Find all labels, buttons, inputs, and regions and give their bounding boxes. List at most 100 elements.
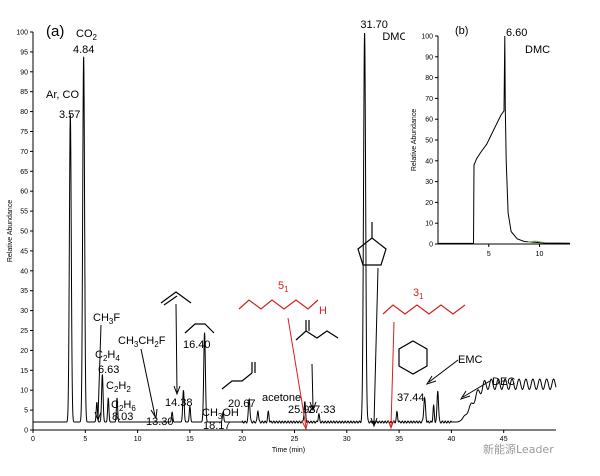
inset-y-tick-label: 80 (425, 75, 433, 82)
dimethyl-ether-structure (184, 323, 215, 334)
x-tick-label: 10 (134, 436, 142, 443)
arrow-acetone (311, 363, 314, 409)
c2h4-sub2: 4 (115, 354, 120, 363)
label-c2h6: C2H6 (111, 399, 136, 413)
inset-axes: 0 10 20 30 40 50 60 70 80 90 100 5 10 Relative Abunda… (405, 16, 577, 266)
ch3ch2f-a: CH (118, 335, 134, 347)
arrowhead-31 (387, 419, 395, 430)
y-tick-label: 20 (20, 348, 28, 355)
y-tick-label: 75 (20, 129, 28, 136)
five-sub: 1 (284, 285, 289, 294)
panel-a-label: (a) (46, 23, 64, 40)
c2h6-sub2: 6 (131, 404, 136, 413)
label-ch3ch2f: CH3CH2F (118, 335, 166, 349)
x-tick-label: 45 (500, 436, 508, 443)
three-sub: 1 (419, 292, 424, 301)
inset-background (405, 16, 577, 266)
label-t3744: 37.44 (397, 392, 425, 404)
ch3ch2f-s2: 2 (154, 340, 159, 349)
x-tick-label: 40 (448, 436, 456, 443)
ch3f-sub: 3 (109, 317, 114, 326)
label-c2h4: C2H4 (95, 349, 120, 363)
inset-y-tick-label: 40 (425, 158, 433, 165)
arrow-propylene (175, 303, 178, 393)
inset-label-dmc: DMC (525, 44, 550, 56)
dioxane-structure (398, 340, 428, 375)
y-tick-label: 60 (20, 189, 28, 196)
arrow-ch3f (97, 324, 102, 419)
chromatogram-trace (33, 33, 557, 424)
c2h4-base: C (95, 349, 103, 361)
ch3f-base: CH (93, 312, 109, 324)
label-co2: CO2 (76, 28, 98, 42)
label-c2h4-time: 6.63 (98, 364, 119, 376)
inset-y-tick-label: 10 (425, 221, 433, 228)
c2h2-base: C (106, 380, 114, 392)
c2h2-sub1: 2 (114, 385, 119, 394)
arrow-emc (428, 359, 459, 383)
arrow-31 (390, 321, 395, 427)
peak-label: DMC (382, 31, 407, 43)
y-tick-label: 55 (20, 209, 28, 216)
y-tick-label: 95 (20, 49, 28, 56)
three-base: 3 (413, 287, 419, 299)
y-tick-label: 65 (20, 169, 28, 176)
y-tick-label: 25 (20, 328, 28, 335)
arrowhead-dioxolane (370, 417, 378, 428)
main-axes: 0510152025303540455055606570758085909510… (7, 19, 557, 454)
inset-y-tick-label: 50 (425, 138, 433, 145)
x-tick-label: 30 (343, 436, 351, 443)
label-t1640: 16.40 (183, 339, 211, 351)
inset-y-tick-label: 0 (429, 242, 433, 249)
label-emc: EMC (458, 354, 483, 366)
c2h4-sub1: 2 (103, 354, 108, 363)
ch3ch2f-c: F (159, 335, 166, 347)
label-co2-time: 4.84 (73, 44, 94, 56)
five-base: 5 (278, 280, 284, 292)
arrow-dec (462, 380, 491, 398)
y-tick-label: 80 (20, 109, 28, 116)
label-t2067: 20.67 (228, 398, 256, 410)
propylene-structure (160, 291, 192, 306)
label-dec: DEC (492, 376, 515, 388)
ch3ch2f-b: CH (138, 335, 154, 347)
y-tick-label: 70 (20, 149, 28, 156)
ch3f-end: F (113, 312, 120, 324)
y-tick-label: 30 (20, 308, 28, 315)
y-tick-label: 50 (20, 229, 28, 236)
c2h2-sub2: 2 (126, 385, 131, 394)
label-31: 31 (413, 287, 424, 301)
label-t2733: 27.33 (308, 404, 336, 416)
x-tick-label: 35 (395, 436, 403, 443)
arrowhead-ch3ch2f (150, 408, 158, 420)
label-c2h2: C2H2 (106, 380, 131, 394)
peak-label: 31.70 (360, 19, 388, 31)
watermark-text: 新能源Leader (483, 442, 554, 456)
inset-green-trace (527, 240, 543, 243)
methyl-acetate-structure (295, 320, 339, 341)
arrowhead-propylene (173, 385, 181, 396)
inset-y-tick-label: 70 (425, 96, 433, 103)
panel-b-label: (b) (455, 25, 468, 37)
y-tick-label: 45 (20, 248, 28, 255)
ch3oh-sub: 3 (218, 412, 223, 421)
x-tick-label: 25 (291, 436, 299, 443)
arrowhead-ch3f (94, 411, 102, 422)
arrowhead-51 (301, 419, 309, 431)
red-ether-alcohol-structure (238, 299, 319, 310)
arrow-ch3ch2f (140, 348, 156, 417)
y-tick-label: 15 (20, 368, 28, 375)
y-tick-label: 40 (20, 268, 28, 275)
y-tick-label: 85 (20, 89, 28, 96)
label-t1438: 14.38 (165, 397, 193, 409)
dioxolane-structure (357, 222, 387, 266)
red-arrows (287, 317, 395, 431)
methyl-formate-structure (221, 362, 256, 390)
inset-y-tick-label: 30 (425, 179, 433, 186)
x-tick-label: 20 (238, 436, 246, 443)
ch3oh-end: OH (222, 407, 239, 419)
c2h6-base: C (111, 399, 119, 411)
x-tick-label: 5 (83, 436, 87, 443)
inset-trace (438, 35, 571, 244)
